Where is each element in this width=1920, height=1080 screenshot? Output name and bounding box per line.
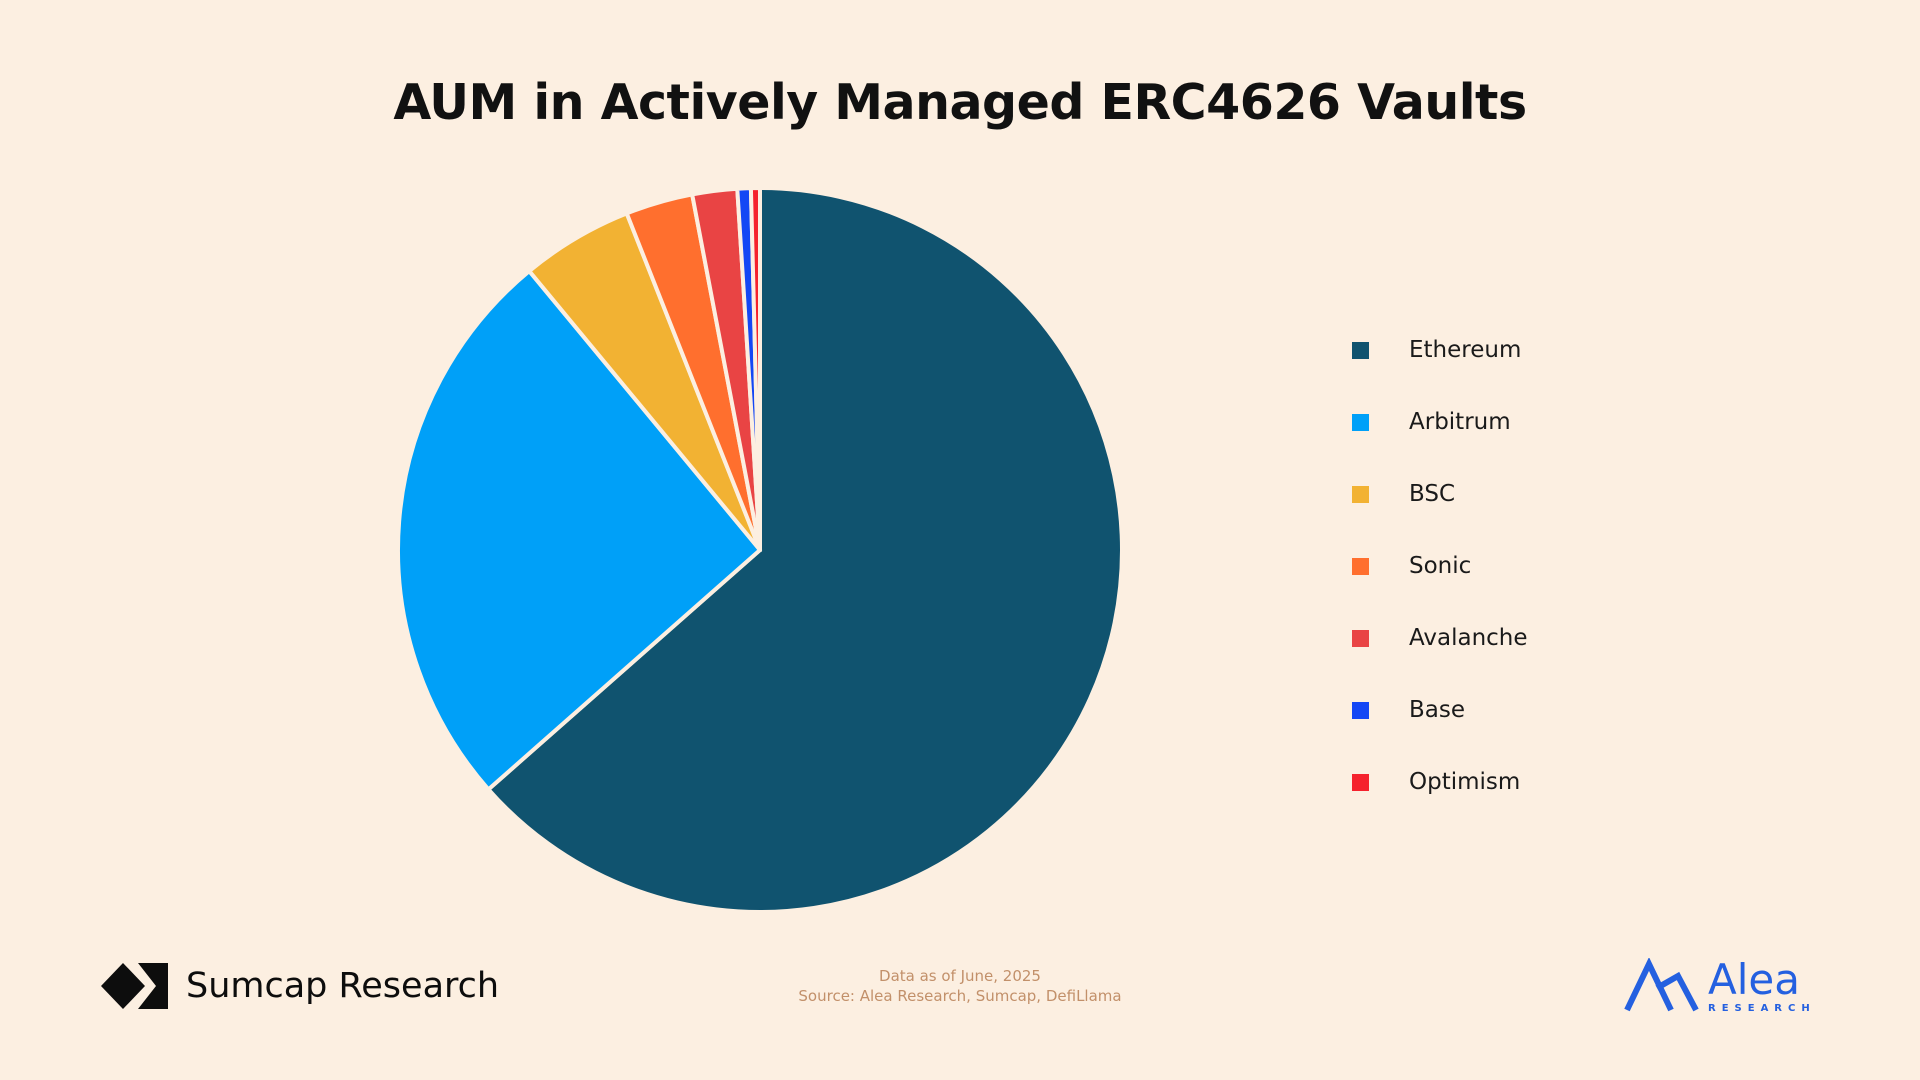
sumcap-logo-icon (101, 963, 168, 1009)
legend-swatch (1352, 413, 1369, 431)
legend-label: Sonic (1409, 553, 1472, 579)
legend-swatch (1352, 629, 1369, 647)
chart-legend: Ethereum Arbitrum BSC Sonic Avalanche Base Opt… (1352, 314, 1528, 818)
legend-swatch (1352, 485, 1369, 503)
legend-item-ethereum: Ethereum (1352, 314, 1528, 386)
legend-item-base: Base (1352, 674, 1528, 746)
legend-label: Arbitrum (1409, 409, 1511, 435)
legend-label: Base (1409, 697, 1466, 723)
footnote: Data as of June, 2025 Source: Alea Resea… (0, 966, 1920, 1006)
legend-item-sonic: Sonic (1352, 530, 1528, 602)
alea-logo-icon (1624, 958, 1699, 1012)
legend-item-arbitrum: Arbitrum (1352, 386, 1528, 458)
alea-brand-name: Alea (1708, 954, 1800, 1004)
legend-item-bsc: BSC (1352, 458, 1528, 530)
pie-slice-arbitrum (396, 269, 762, 792)
legend-swatch (1352, 773, 1369, 791)
legend-item-avalanche: Avalanche (1352, 602, 1528, 674)
legend-item-optimism: Optimism (1352, 746, 1528, 818)
legend-label: Avalanche (1409, 625, 1528, 651)
pie-chart (396, 186, 1124, 914)
chart-title: AUM in Actively Managed ERC4626 Vaults (393, 74, 1527, 131)
pie-slice-ethereum (486, 186, 1124, 914)
sumcap-brand-name: Sumcap Research (186, 966, 500, 1006)
legend-label: Ethereum (1409, 337, 1522, 363)
sumcap-brand: Sumcap Research (100, 962, 499, 1010)
alea-brand-subtitle: RESEARCH (1708, 1002, 1816, 1014)
legend-swatch (1352, 557, 1369, 575)
legend-swatch (1352, 341, 1369, 359)
legend-swatch (1352, 701, 1369, 719)
footnote-date: Data as of June, 2025 (879, 967, 1041, 985)
legend-label: Optimism (1409, 769, 1521, 795)
alea-brand: Alea RESEARCH (1624, 958, 1816, 1014)
pie-slice-optimism (748, 186, 762, 552)
legend-label: BSC (1409, 481, 1456, 507)
footnote-source: Source: Alea Research, Sumcap, DefiLlama (798, 987, 1122, 1005)
